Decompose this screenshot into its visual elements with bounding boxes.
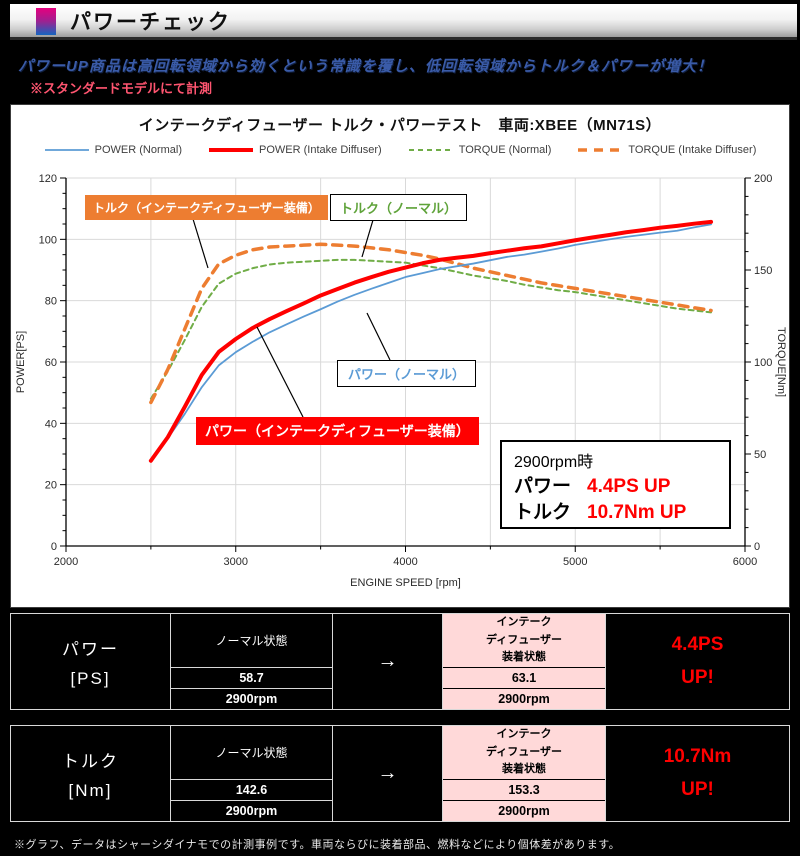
legend-label: POWER (Normal) xyxy=(94,144,183,156)
torque-after-label-3: 装着状態 xyxy=(502,763,546,776)
legend-item: TORQUE (Intake Diffuser) xyxy=(577,144,756,156)
power-torque-chart: 2000 3000 4000 5000 6000 0 20 40 60 80 100 120 0 50 10… xyxy=(15,173,787,589)
power-normal-rpm: 2900rpm xyxy=(171,688,332,709)
callout-torque-intake: トルク（インテークディフューザー装備） xyxy=(85,195,328,220)
legend-line-sample xyxy=(44,149,89,151)
chart-legend: POWER (Normal) POWER (Intake Diffuser) TOR… xyxy=(11,137,789,163)
power-up-value: 4.4PS xyxy=(671,634,724,656)
result-infobox: 2900rpm時 パワー 4.4PS UP トルク 10.7Nm UP xyxy=(500,440,731,529)
brand-gradient-icon xyxy=(36,7,56,35)
torque-up-cell: 10.7Nm UP! xyxy=(606,726,789,821)
legend-line-sample xyxy=(209,148,254,152)
svg-text:TORQUE[Nm]: TORQUE[Nm] xyxy=(775,327,787,397)
page-title: パワーチェック xyxy=(70,11,231,34)
spec-table-torque: トルク [Nm] ノーマル状態 142.6 2900rpm → インテーク ディ… xyxy=(10,725,790,822)
torque-up-value: 10.7Nm xyxy=(663,746,732,768)
svg-text:150: 150 xyxy=(754,265,772,277)
infobox-power-row: パワー 4.4PS UP xyxy=(514,474,717,500)
power-after-rpm: 2900rpm xyxy=(443,688,605,709)
torque-table-name-cell: トルク [Nm] xyxy=(11,726,171,821)
svg-text:ENGINE SPEED [rpm]: ENGINE SPEED [rpm] xyxy=(350,577,461,589)
power-table-name: パワー xyxy=(62,639,119,659)
power-after-label-3: 装着状態 xyxy=(502,651,546,664)
torque-after-label-2: ディフューザー xyxy=(485,745,562,758)
svg-text:120: 120 xyxy=(39,173,57,185)
legend-line-sample xyxy=(578,148,623,152)
svg-text:2000: 2000 xyxy=(54,556,78,568)
power-up-cell: 4.4PS UP! xyxy=(606,614,789,709)
power-after-label-2: ディフューザー xyxy=(485,633,562,646)
chart-title: インテークディフューザー トルク・パワーテスト 車両:XBEE（MN71S） xyxy=(138,117,662,134)
svg-text:80: 80 xyxy=(45,296,57,308)
measurement-note: ※スタンダードモデルにて計測 xyxy=(30,81,213,96)
torque-normal-value: 142.6 xyxy=(171,779,332,800)
torque-table-name: トルク xyxy=(62,751,119,771)
svg-text:4000: 4000 xyxy=(393,556,417,568)
footnote: ※グラフ、データはシャーシダイナモでの計測事例です。車両ならびに装着部品、燃料な… xyxy=(14,839,621,851)
infobox-power-label: パワー xyxy=(514,476,572,497)
torque-after-rpm: 2900rpm xyxy=(443,800,605,821)
power-table-unit: [PS] xyxy=(70,668,111,688)
power-up-suffix: UP! xyxy=(681,666,714,688)
legend-label: TORQUE (Normal) xyxy=(458,144,552,156)
power-normal-label: ノーマル状態 xyxy=(215,634,288,648)
legend-line-sample xyxy=(408,149,453,151)
svg-text:60: 60 xyxy=(45,357,57,369)
arrow-icon: → xyxy=(333,614,443,709)
power-table-normal-cell: ノーマル状態 58.7 2900rpm xyxy=(171,614,333,709)
torque-table-unit: [Nm] xyxy=(68,780,113,800)
header-bar: パワーチェック xyxy=(10,4,797,40)
torque-after-value: 153.3 xyxy=(443,779,605,800)
callout-torque-normal: トルク（ノーマル） xyxy=(330,194,468,221)
torque-up-suffix: UP! xyxy=(681,778,714,800)
infobox-power-value: 4.4PS UP xyxy=(587,476,671,497)
torque-table-after-cell: インテーク ディフューザー 装着状態 153.3 2900rpm xyxy=(443,726,606,821)
legend-item: POWER (Intake Diffuser) xyxy=(208,144,382,156)
svg-text:100: 100 xyxy=(754,357,772,369)
callout-power-intake: パワー（インテークディフューザー装備） xyxy=(196,417,479,445)
power-table-name-cell: パワー [PS] xyxy=(11,614,171,709)
arrow-icon: → xyxy=(333,726,443,821)
torque-normal-label: ノーマル状態 xyxy=(215,746,288,760)
legend-item: POWER (Normal) xyxy=(44,144,182,156)
power-after-value: 63.1 xyxy=(443,667,605,688)
legend-item: TORQUE (Normal) xyxy=(408,144,552,156)
svg-text:POWER[PS]: POWER[PS] xyxy=(15,331,27,393)
spec-table-power: パワー [PS] ノーマル状態 58.7 2900rpm → インテーク ディフ… xyxy=(10,613,790,710)
torque-table-normal-cell: ノーマル状態 142.6 2900rpm xyxy=(171,726,333,821)
infobox-rpm: 2900rpm時 xyxy=(514,454,594,471)
infobox-torque-label: トルク xyxy=(514,501,572,523)
svg-text:200: 200 xyxy=(754,173,772,185)
power-after-label: インテーク ディフューザー 装着状態 xyxy=(443,614,605,667)
chart-panel: インテークディフューザー トルク・パワーテスト 車両:XBEE（MN71S） P… xyxy=(10,104,790,608)
torque-after-label-1: インテーク xyxy=(496,728,552,741)
torque-normal-rpm: 2900rpm xyxy=(171,800,332,821)
svg-text:3000: 3000 xyxy=(224,556,248,568)
svg-text:20: 20 xyxy=(45,480,57,492)
torque-after-label: インテーク ディフューザー 装着状態 xyxy=(443,726,605,779)
svg-text:100: 100 xyxy=(39,234,57,246)
callout-power-normal: パワー（ノーマル） xyxy=(337,360,477,387)
svg-text:40: 40 xyxy=(45,418,57,430)
infobox-torque-value: 10.7Nm UP xyxy=(587,501,687,523)
power-table-after-cell: インテーク ディフューザー 装着状態 63.1 2900rpm xyxy=(443,614,606,709)
svg-text:0: 0 xyxy=(754,541,760,553)
legend-label: POWER (Intake Diffuser) xyxy=(259,144,382,156)
legend-label: TORQUE (Intake Diffuser) xyxy=(628,144,757,156)
svg-text:50: 50 xyxy=(754,449,766,461)
svg-text:0: 0 xyxy=(51,541,57,553)
svg-text:6000: 6000 xyxy=(733,556,757,568)
infobox-torque-row: トルク 10.7Nm UP xyxy=(514,500,717,526)
lead-text: パワーUP商品は高回転領域から効くという常識を覆し、低回転領域からトルク＆パワー… xyxy=(18,58,713,75)
svg-text:5000: 5000 xyxy=(563,556,587,568)
plot-area: 2000 3000 4000 5000 6000 0 20 40 60 80 100 120 0 50 10… xyxy=(11,163,789,605)
power-after-label-1: インテーク xyxy=(496,616,552,629)
power-normal-value: 58.7 xyxy=(171,667,332,688)
